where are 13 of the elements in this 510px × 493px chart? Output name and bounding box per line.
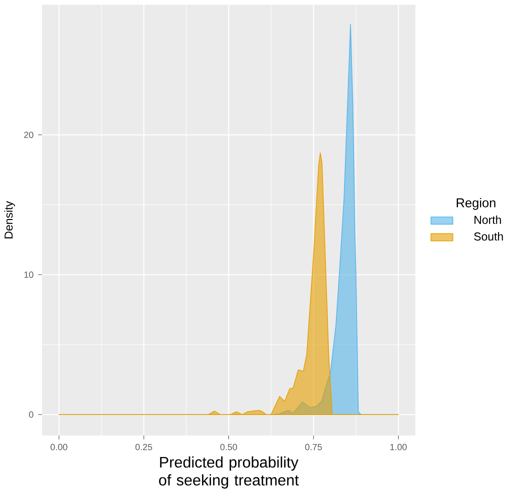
y-tick-label: 10	[24, 272, 34, 278]
y-tick-label: 0	[29, 412, 34, 418]
x-tick-label: 0.25	[135, 444, 152, 450]
legend-label: North	[474, 216, 501, 224]
x-tick-label: 0.00	[50, 444, 68, 450]
x-tick-label: 1.00	[390, 444, 407, 450]
x-axis-title: Predicted probability of seeking treatment	[159, 456, 299, 489]
legend-label: South	[474, 232, 503, 241]
y-tick-label: 20	[24, 132, 34, 138]
x-tick-label: 0.50	[220, 444, 238, 450]
legend-title: Region	[456, 198, 496, 210]
x-tick-label: 0.75	[305, 444, 322, 450]
y-axis-title: Density	[4, 201, 15, 238]
